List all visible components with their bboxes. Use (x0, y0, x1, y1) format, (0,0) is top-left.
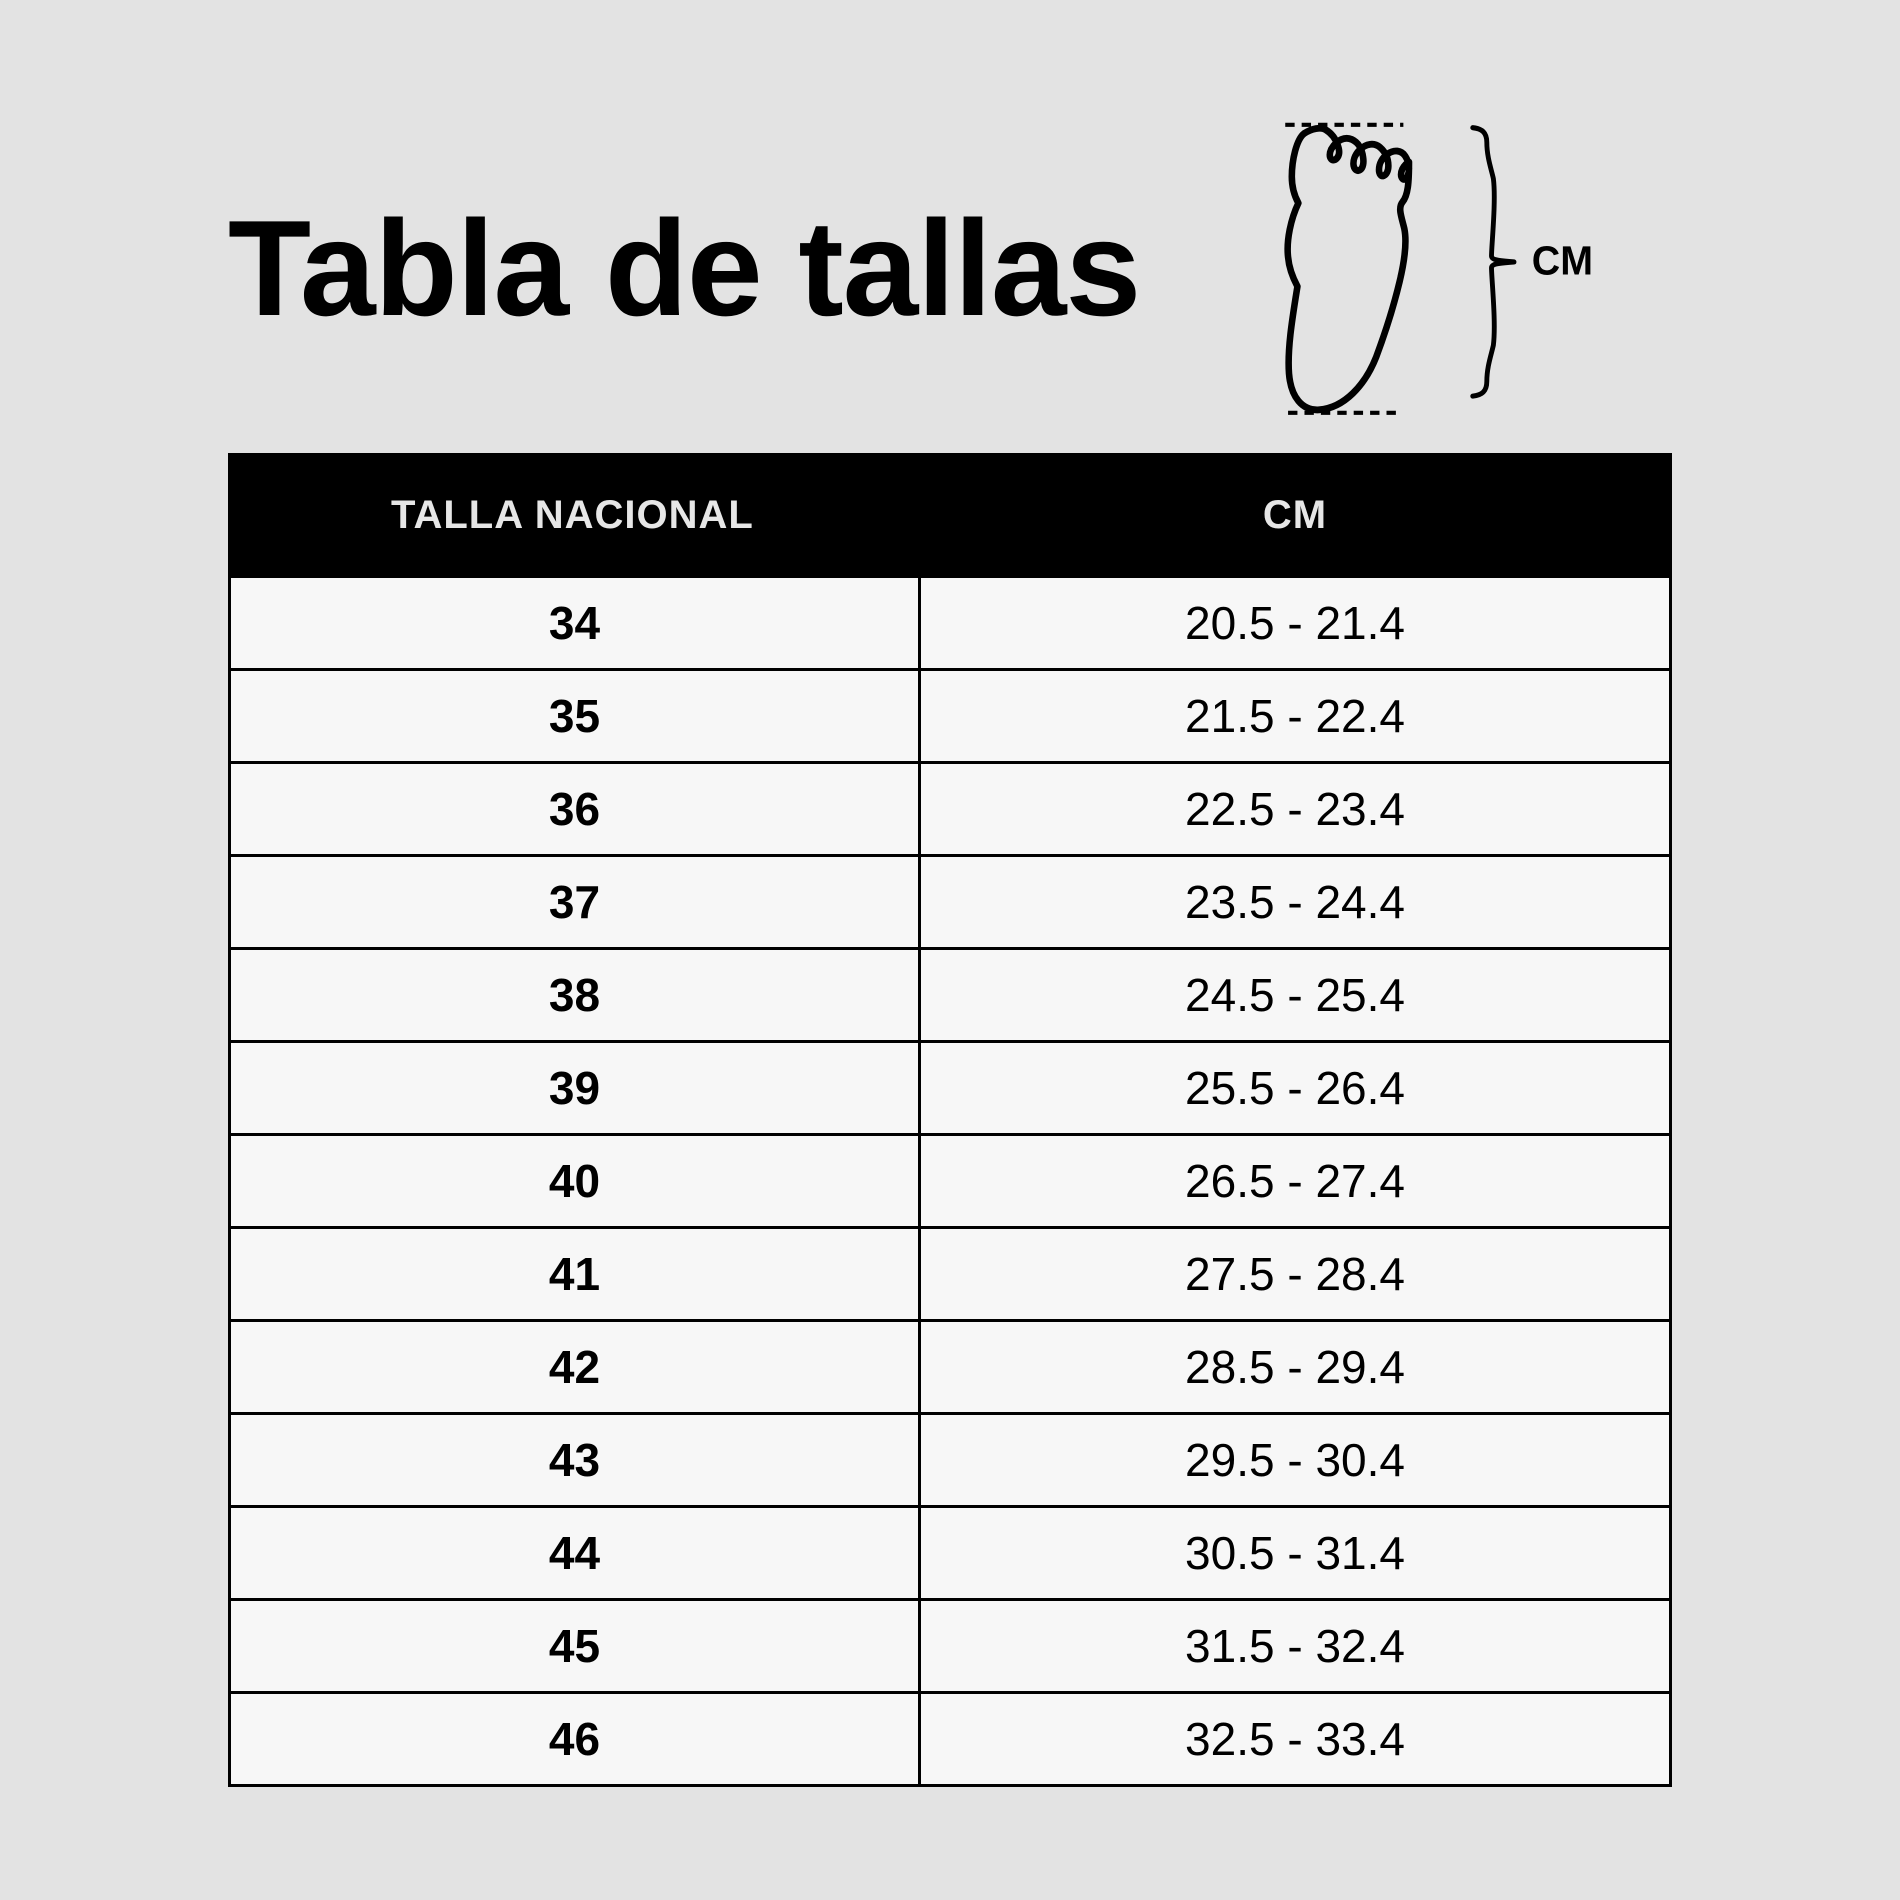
svg-text:CM: CM (1532, 238, 1593, 284)
